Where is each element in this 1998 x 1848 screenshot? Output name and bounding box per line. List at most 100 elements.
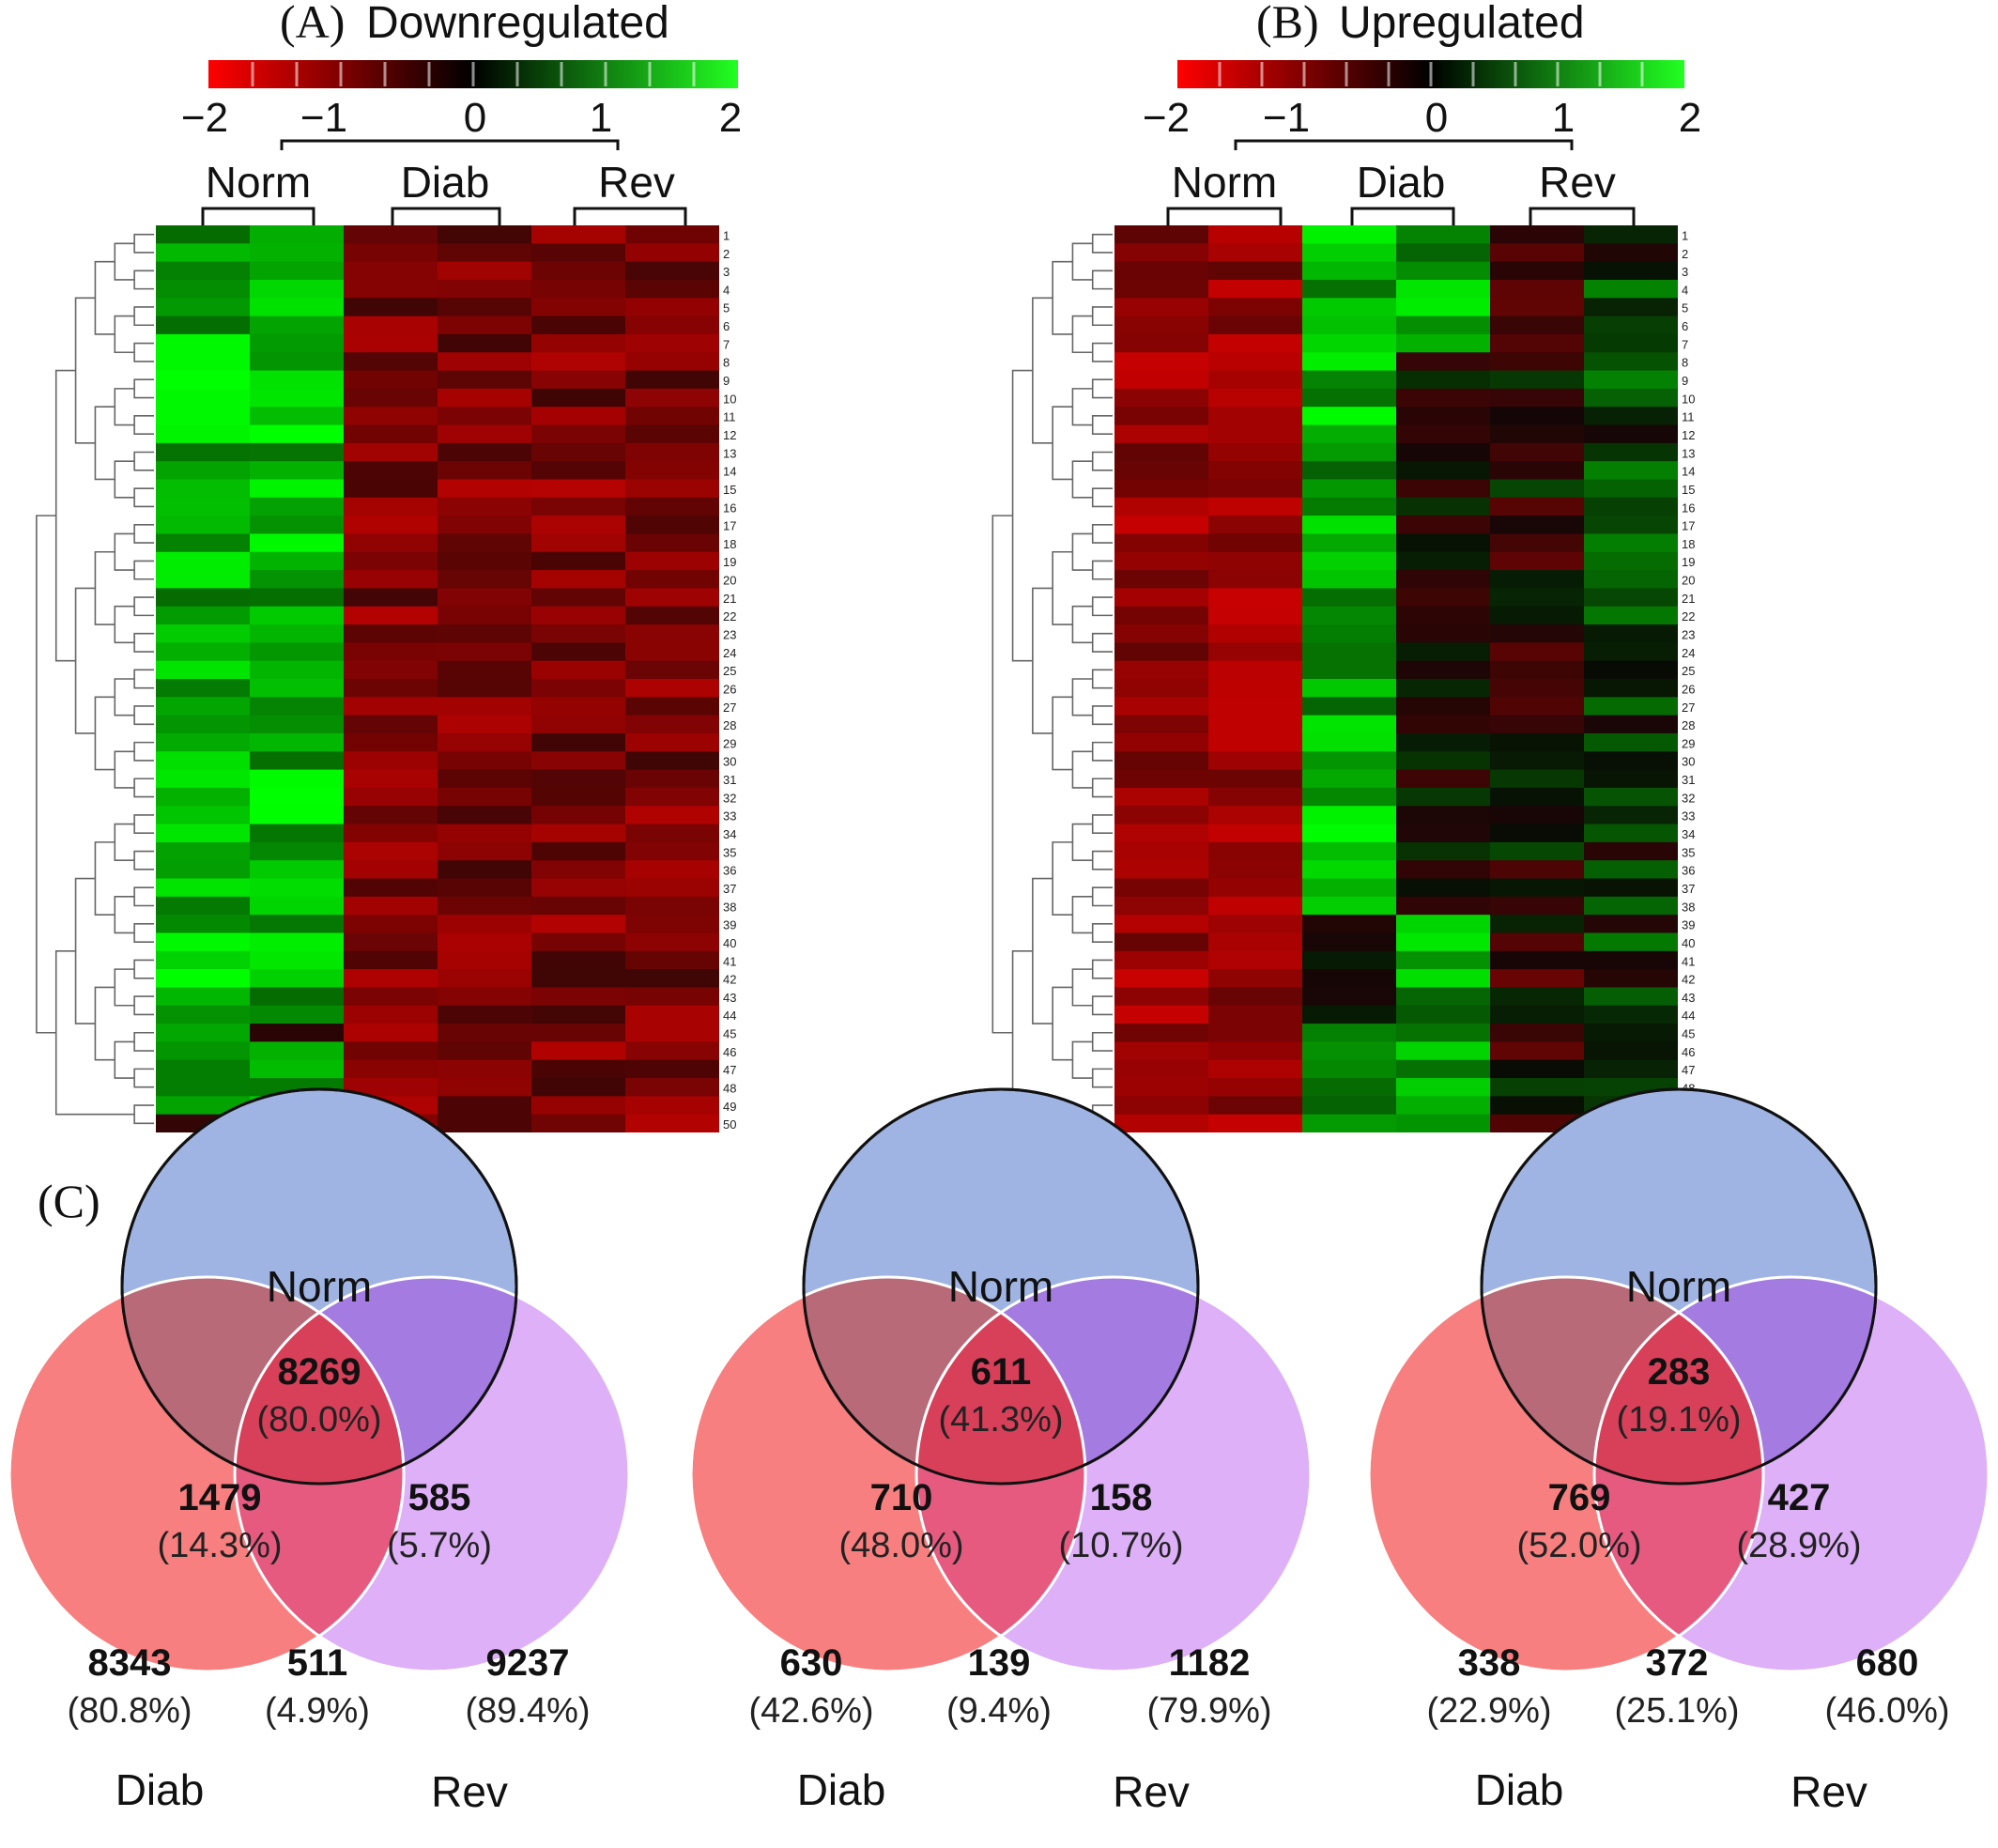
venn-set-label-diab: Diab bbox=[115, 1765, 205, 1814]
heatmap-cell bbox=[344, 1059, 438, 1079]
heatmap-cell bbox=[625, 660, 719, 680]
dendrogram-branch bbox=[133, 342, 154, 362]
heatmap-cell bbox=[438, 915, 532, 934]
heatmap-cell bbox=[250, 533, 345, 553]
heatmap-cell bbox=[1302, 533, 1397, 553]
heatmap-cell bbox=[1584, 624, 1678, 643]
heatmap-cell bbox=[1114, 915, 1209, 934]
scale-tick-mark bbox=[604, 62, 607, 86]
heatmap-cell bbox=[531, 388, 626, 408]
dendrogram-branch bbox=[94, 986, 115, 1061]
heatmap-cell bbox=[1114, 370, 1209, 390]
heatmap-cell bbox=[1114, 225, 1209, 244]
heatmap-cell bbox=[1302, 333, 1397, 353]
row-label: 12 bbox=[1682, 428, 1695, 442]
row-label: 47 bbox=[723, 1063, 736, 1077]
row-label: 50 bbox=[723, 1117, 736, 1132]
venn-count-diab-only: 630 bbox=[780, 1642, 843, 1684]
heatmap-cell bbox=[1396, 715, 1491, 734]
heatmap-cell bbox=[531, 860, 626, 880]
heatmap-cell bbox=[1396, 969, 1491, 989]
heatmap-cell bbox=[531, 1041, 626, 1061]
row-label: 27 bbox=[1682, 701, 1695, 715]
dendrogram-branch bbox=[1091, 705, 1113, 726]
heatmap-cell bbox=[438, 388, 532, 408]
venn-set-label-diab: Diab bbox=[797, 1765, 886, 1814]
heatmap-cell bbox=[1396, 1114, 1491, 1132]
heatmap-cell bbox=[156, 697, 251, 716]
heatmap-cell bbox=[531, 407, 626, 426]
heatmap-cell bbox=[1584, 261, 1678, 281]
panel-a-color-scale: −2 −1 0 1 2 bbox=[181, 60, 742, 150]
heatmap-cell bbox=[1208, 388, 1303, 408]
heatmap-cell bbox=[1490, 969, 1585, 989]
heatmap-cell bbox=[156, 388, 251, 408]
dendrogram-branch bbox=[133, 850, 154, 870]
heatmap-cell bbox=[625, 642, 719, 662]
heatmap-cell bbox=[1396, 225, 1491, 244]
dendrogram-branch bbox=[1091, 741, 1113, 762]
dendrogram-branch bbox=[1052, 696, 1073, 771]
venn-count-norm-diab: 710 bbox=[870, 1477, 933, 1518]
scale-tick-label: 1 bbox=[590, 95, 612, 141]
heatmap-cell bbox=[250, 969, 345, 989]
heatmap-cell bbox=[1396, 497, 1491, 516]
heatmap-cell bbox=[531, 333, 626, 353]
dendrogram-branch bbox=[1071, 315, 1093, 354]
heatmap-cell bbox=[1114, 279, 1209, 299]
scale-tick-mark bbox=[339, 62, 343, 86]
heatmap-cell bbox=[250, 225, 345, 244]
heatmap-cell bbox=[1208, 516, 1303, 535]
heatmap-cell bbox=[156, 497, 251, 516]
heatmap-cell bbox=[531, 806, 626, 825]
venn-outline-diab bbox=[8, 1275, 406, 1673]
heatmap-cell bbox=[625, 932, 719, 952]
heatmap-cell bbox=[1302, 732, 1397, 752]
row-label: 25 bbox=[723, 664, 736, 678]
row-label: 36 bbox=[1682, 864, 1695, 878]
heatmap-cell bbox=[1584, 570, 1678, 589]
panel-b: (B) Upregulated −2 −1 0 1 2 Norm Diab Re… bbox=[991, 0, 1701, 1132]
dendrogram-branch bbox=[133, 378, 154, 399]
heatmap-cell bbox=[531, 732, 626, 752]
heatmap-cell bbox=[250, 243, 345, 263]
heatmap-cell bbox=[1490, 316, 1585, 335]
heatmap-cell bbox=[344, 298, 438, 317]
heatmap-cell bbox=[1584, 642, 1678, 662]
heatmap-cell bbox=[1396, 243, 1491, 263]
group-bracket-diab bbox=[1350, 207, 1455, 225]
dendrogram-branch bbox=[114, 750, 135, 789]
row-label: 17 bbox=[1682, 519, 1695, 533]
dendrogram-branch bbox=[1091, 523, 1113, 544]
venn-outline-rev bbox=[914, 1275, 1313, 1673]
heatmap-cell bbox=[531, 824, 626, 843]
dendrogram-branch bbox=[1071, 1040, 1093, 1079]
heatmap-cell bbox=[1302, 1005, 1397, 1024]
heatmap-cell bbox=[344, 333, 438, 353]
heatmap-cell bbox=[1584, 1059, 1678, 1079]
row-label: 22 bbox=[723, 609, 736, 624]
heatmap-cell bbox=[531, 787, 626, 807]
dendrogram-branch bbox=[114, 532, 135, 571]
heatmap-cell bbox=[1396, 841, 1491, 861]
heatmap-cell bbox=[531, 896, 626, 916]
heatmap-cell bbox=[1396, 860, 1491, 880]
heatmap-cell bbox=[1302, 642, 1397, 662]
heatmap-cell bbox=[438, 1078, 532, 1097]
heatmap-cell bbox=[1490, 1096, 1585, 1116]
dendrogram-branch bbox=[94, 260, 115, 335]
heatmap-cell bbox=[250, 806, 345, 825]
row-label: 2 bbox=[723, 247, 730, 261]
heatmap-cell bbox=[1208, 915, 1303, 934]
heatmap-cell bbox=[156, 442, 251, 462]
heatmap-cell bbox=[344, 316, 438, 335]
heatmap-cell bbox=[1208, 878, 1303, 898]
heatmap-cell bbox=[1584, 715, 1678, 734]
heatmap-cell bbox=[438, 588, 532, 608]
scale-tick-label: −2 bbox=[181, 95, 228, 141]
heatmap-cell bbox=[344, 243, 438, 263]
row-label: 7 bbox=[723, 337, 730, 351]
dendrogram-branch bbox=[1052, 260, 1073, 335]
heatmap-cell bbox=[625, 878, 719, 898]
heatmap-cell bbox=[1208, 298, 1303, 317]
